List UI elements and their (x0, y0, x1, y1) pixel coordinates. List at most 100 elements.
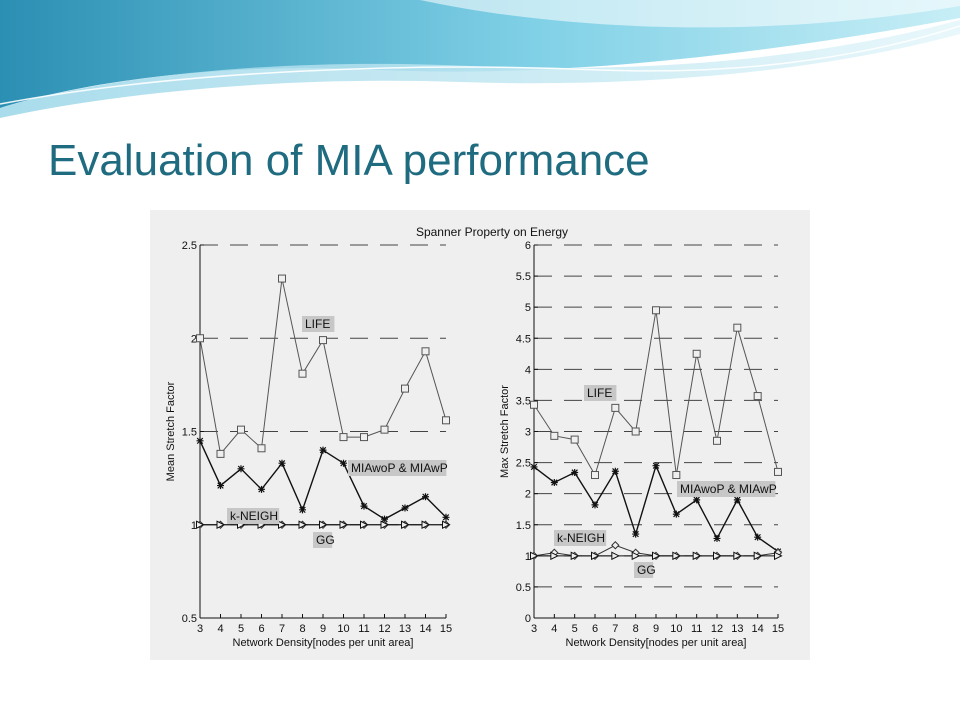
x-tick-label: 14 (752, 623, 764, 635)
header-wave-banner (0, 0, 960, 118)
series-label: MIAwoP & MIAwP (351, 461, 448, 475)
data-point (421, 347, 430, 356)
data-point (401, 520, 410, 530)
y-tick-label: 5.5 (516, 271, 531, 283)
data-point (733, 496, 741, 504)
data-point (530, 551, 539, 561)
y-tick-label: 2 (525, 489, 531, 501)
data-point (299, 506, 306, 514)
data-point (442, 513, 450, 521)
data-point (339, 520, 349, 530)
data-point (611, 541, 620, 550)
data-point (774, 467, 782, 476)
x-tick-label: 4 (217, 623, 223, 635)
data-point (196, 334, 204, 343)
x-tick-label: 7 (279, 623, 285, 635)
series-line (533, 310, 779, 477)
x-tick-label: 9 (653, 623, 659, 635)
data-point (632, 530, 640, 538)
series-line (199, 278, 447, 456)
x-tick-label: 3 (531, 623, 537, 635)
data-point (360, 433, 368, 442)
x-tick-label: 15 (440, 623, 452, 635)
y-tick-label: 2 (191, 333, 197, 345)
x-tick-label: 7 (612, 623, 618, 635)
series-label-box (584, 385, 617, 401)
y-tick-label: 1 (191, 520, 197, 532)
data-point (298, 369, 307, 378)
data-point (713, 534, 721, 542)
y-tick-label: 2.5 (182, 240, 197, 252)
y-tick-label: 0.5 (182, 613, 197, 625)
series-label-box (677, 481, 776, 497)
data-point (611, 403, 620, 412)
data-point (380, 425, 389, 434)
data-point (550, 551, 559, 561)
data-point (753, 392, 762, 401)
x-tick-label: 13 (399, 623, 411, 635)
y-tick-label: 3.5 (516, 395, 531, 407)
data-point (381, 515, 388, 523)
data-point (713, 436, 721, 445)
slide-title: Evaluation of MIA performance (48, 136, 650, 185)
data-point (442, 416, 450, 425)
data-point (753, 551, 763, 561)
data-point (672, 510, 680, 518)
series-label: GG (637, 563, 656, 577)
data-point (298, 520, 308, 530)
mean-stretch-chart: 0.5 1 1.5 2 2.5 3 4 5 6 7 8 9 10 11 12 13 14 15 Network De… (165, 240, 452, 649)
data-point (196, 520, 205, 530)
y-tick-label: 1.5 (182, 427, 197, 439)
series-label: LIFE (305, 317, 330, 331)
series-label-box (302, 316, 335, 332)
data-point (591, 551, 600, 561)
data-point (196, 437, 204, 445)
x-tick-label: 15 (772, 623, 784, 635)
y-tick-label: 3 (525, 427, 531, 439)
x-tick-label: 9 (320, 623, 326, 635)
data-point (360, 520, 369, 530)
data-point (339, 433, 348, 442)
x-tick-label: 3 (197, 623, 203, 635)
data-point (631, 427, 640, 436)
x-tick-label: 5 (572, 623, 578, 635)
data-point (340, 459, 347, 467)
y-axis-label: Mean Stretch Factor (165, 381, 177, 481)
series-label-box (227, 508, 280, 524)
series-label: LIFE (587, 386, 612, 400)
figure-title: Spanner Property on Energy (416, 225, 568, 239)
data-point (692, 551, 702, 561)
x-tick-label: 8 (633, 623, 639, 635)
x-tick-label: 4 (551, 623, 557, 635)
x-tick-label: 6 (258, 623, 264, 635)
y-tick-label: 5 (525, 302, 531, 314)
max-stretch-chart: 0 0.5 1 1.5 2 2.5 3 3.5 4 4.5 5 5.5 6 3 4 5 6 7 8 9 10 11 12 13… (499, 240, 784, 649)
data-point (530, 400, 538, 409)
data-point (713, 551, 722, 561)
data-point (237, 465, 245, 473)
data-point (401, 504, 409, 512)
data-point (319, 520, 328, 530)
data-point (631, 551, 641, 561)
x-tick-label: 6 (592, 623, 598, 635)
x-tick-label: 8 (299, 623, 305, 635)
data-point (257, 444, 266, 453)
data-point (401, 384, 409, 393)
x-tick-label: 14 (419, 623, 431, 635)
data-point (692, 349, 701, 358)
data-point (530, 463, 538, 471)
y-tick-label: 1.5 (516, 520, 531, 532)
data-point (733, 551, 742, 561)
y-axis-label: Max Stretch Factor (499, 385, 511, 478)
series-label: MIAwoP & MIAwP (680, 482, 777, 496)
data-point (672, 551, 681, 561)
series-label-box (313, 532, 333, 548)
x-tick-label: 11 (358, 623, 369, 635)
data-point (774, 551, 783, 561)
x-tick-label: 12 (711, 623, 723, 635)
data-point (672, 471, 681, 480)
data-point (591, 501, 599, 509)
y-tick-label: 0 (525, 613, 531, 625)
data-point (217, 482, 224, 490)
y-tick-label: 2.5 (516, 458, 531, 470)
